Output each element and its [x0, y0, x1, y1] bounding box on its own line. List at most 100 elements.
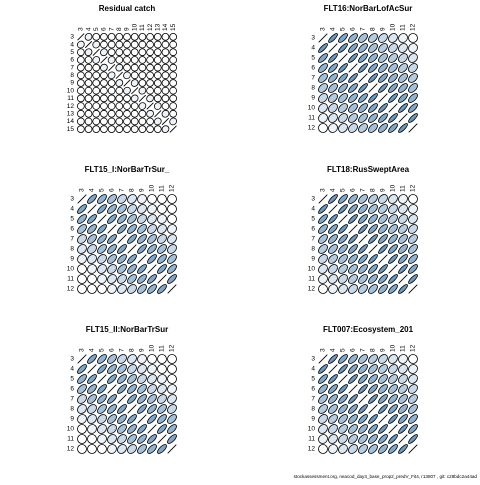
column-label: 9: [380, 27, 387, 31]
correlation-ellipse: [408, 103, 418, 113]
correlation-ellipse: [76, 63, 85, 72]
row-label: 14: [67, 118, 75, 125]
row-label: 6: [70, 57, 74, 64]
correlation-ellipse: [398, 414, 408, 424]
correlation-ellipse: [338, 274, 348, 284]
correlation-ellipse: [358, 414, 368, 424]
correlation-ellipse: [161, 94, 170, 103]
correlation-line: [368, 244, 378, 254]
correlation-ellipse: [147, 254, 157, 264]
correlation-ellipse: [92, 56, 101, 64]
correlation-ellipse: [378, 224, 388, 234]
correlation-ellipse: [117, 404, 127, 414]
row-label: 6: [70, 226, 74, 233]
correlation-ellipse: [348, 424, 358, 434]
correlation-line: [388, 424, 398, 434]
column-label: 4: [89, 188, 96, 192]
correlation-ellipse: [378, 214, 388, 224]
correlation-ellipse: [358, 434, 368, 444]
row-label: 6: [311, 386, 315, 393]
correlation-ellipse: [157, 444, 167, 454]
correlation-ellipse: [157, 414, 167, 424]
correlation-ellipse: [127, 224, 137, 234]
correlation-ellipse: [358, 53, 368, 63]
correlation-ellipse: [161, 79, 170, 87]
correlation-ellipse: [408, 73, 418, 83]
correlation-ellipse: [123, 48, 131, 57]
correlation-ellipse: [137, 264, 147, 274]
correlation-ellipse: [318, 244, 328, 254]
correlation-ellipse: [137, 354, 147, 364]
correlation-line: [123, 79, 131, 87]
panel-title: FLT007:Ecosystem_201: [323, 325, 414, 334]
correlation-ellipse: [137, 214, 147, 224]
correlation-ellipse: [388, 444, 398, 454]
correlation-line: [87, 364, 97, 374]
row-label: 9: [70, 256, 74, 263]
correlation-ellipse: [378, 374, 388, 384]
correlation-ellipse: [161, 56, 170, 64]
column-label: 10: [390, 344, 397, 352]
correlation-line: [77, 194, 87, 204]
correlation-ellipse: [408, 384, 418, 394]
correlation-ellipse: [100, 32, 108, 41]
correlation-ellipse: [167, 384, 177, 394]
correlation-ellipse: [146, 94, 154, 103]
correlation-ellipse: [92, 79, 101, 87]
correlation-ellipse: [388, 63, 398, 73]
correlation-ellipse: [77, 444, 87, 454]
correlation-ellipse: [138, 79, 147, 87]
correlation-ellipse: [130, 63, 139, 72]
column-label: 5: [99, 348, 106, 352]
column-label: 7: [360, 188, 367, 192]
correlation-ellipse: [161, 109, 170, 118]
correlation-ellipse: [130, 71, 139, 80]
column-label: 14: [162, 23, 169, 31]
correlation-ellipse: [107, 394, 117, 404]
correlation-ellipse: [378, 103, 388, 113]
correlation-ellipse: [398, 43, 408, 53]
correlation-ellipse: [348, 354, 358, 364]
correlation-ellipse: [169, 117, 178, 126]
correlation-ellipse: [107, 264, 117, 274]
correlation-ellipse: [378, 444, 388, 454]
correlation-ellipse: [146, 71, 154, 80]
correlation-ellipse: [137, 394, 147, 404]
correlation-ellipse: [146, 63, 154, 72]
correlation-ellipse: [338, 264, 348, 274]
correlation-ellipse: [76, 102, 85, 110]
correlation-ellipse: [87, 394, 97, 404]
correlation-ellipse: [318, 93, 328, 103]
correlation-ellipse: [348, 103, 358, 113]
correlation-ellipse: [147, 194, 157, 204]
correlation-ellipse: [328, 264, 338, 274]
correlation-line: [97, 374, 107, 384]
correlation-ellipse: [157, 264, 167, 274]
column-label: 11: [159, 185, 166, 192]
correlation-ellipse: [398, 284, 408, 294]
correlation-ellipse: [157, 244, 167, 254]
correlation-ellipse: [123, 86, 131, 95]
correlation-ellipse: [107, 254, 117, 264]
correlation-ellipse: [318, 444, 328, 454]
correlation-line: [348, 224, 358, 234]
correlation-ellipse: [378, 244, 388, 254]
correlation-ellipse: [408, 394, 418, 404]
correlation-line: [97, 214, 107, 224]
column-label: 10: [131, 23, 138, 31]
column-label: 12: [410, 184, 417, 192]
correlation-ellipse: [169, 63, 178, 72]
correlation-ellipse: [408, 354, 418, 364]
correlation-ellipse: [127, 254, 137, 264]
correlation-ellipse: [157, 404, 167, 414]
correlation-ellipse: [92, 109, 101, 118]
correlation-ellipse: [147, 354, 157, 364]
footer: stockassessment.org, neacod_day3_base_pr…: [294, 474, 478, 479]
correlation-ellipse: [127, 264, 137, 274]
correlation-ellipse: [328, 33, 338, 43]
correlation-ellipse: [167, 404, 177, 414]
correlation-ellipse: [338, 224, 348, 234]
correlation-ellipse: [167, 254, 177, 264]
correlation-ellipse: [92, 125, 101, 134]
correlation-ellipse: [338, 414, 348, 424]
